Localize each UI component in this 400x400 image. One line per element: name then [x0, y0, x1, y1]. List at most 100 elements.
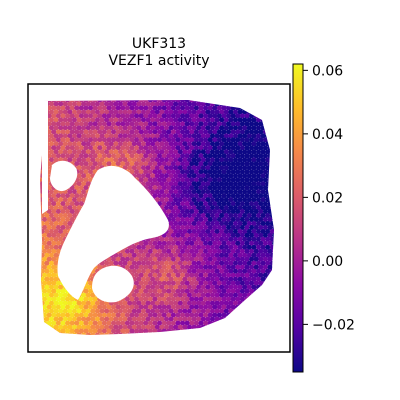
tissue-spot — [69, 145, 75, 151]
tissue-spot — [124, 256, 130, 262]
tissue-spot — [249, 105, 255, 111]
tissue-spot — [221, 185, 227, 191]
tissue-spot — [223, 197, 229, 203]
tissue-spot — [51, 129, 57, 135]
tissue-spot — [173, 276, 179, 282]
tissue-spot — [104, 141, 110, 147]
tissue-spot — [205, 284, 211, 290]
tissue-spot — [150, 276, 156, 282]
tissue-spot — [200, 101, 206, 107]
tissue-spot — [60, 296, 66, 302]
tissue-spot — [175, 296, 181, 302]
tissue-spot — [175, 145, 181, 151]
tissue-spot — [164, 316, 169, 322]
tissue-spot — [83, 121, 89, 127]
tissue-spot — [152, 185, 158, 191]
tissue-spot — [184, 328, 190, 334]
tissue-spot — [272, 193, 274, 199]
tissue-spot — [164, 157, 169, 163]
tissue-spot — [237, 292, 243, 298]
tissue-spot — [244, 193, 250, 199]
tissue-spot — [242, 252, 248, 258]
tissue-spot — [262, 113, 268, 119]
tissue-spot — [196, 268, 202, 274]
tissue-spot — [207, 217, 213, 222]
tissue-spot — [53, 236, 59, 242]
tissue-spot — [69, 100, 75, 103]
tissue-spot — [230, 100, 236, 103]
tissue-spot — [205, 133, 211, 139]
tissue-spot — [196, 324, 202, 330]
tissue-spot — [269, 125, 274, 131]
tissue-spot — [83, 177, 89, 183]
tissue-spot — [221, 201, 227, 207]
tissue-spot — [69, 137, 75, 143]
tissue-spot — [122, 141, 128, 147]
tissue-spot — [143, 105, 149, 111]
tissue-spot — [221, 121, 227, 127]
tissue-spot — [159, 133, 165, 139]
tissue-spot — [226, 280, 232, 286]
tissue-spot — [95, 157, 100, 163]
tissue-spot — [256, 260, 261, 266]
tissue-spot — [221, 328, 227, 334]
tissue-spot — [74, 113, 80, 119]
tissue-spot — [189, 232, 195, 238]
tissue-spot — [74, 304, 80, 310]
tissue-spot — [223, 221, 229, 226]
tissue-spot — [268, 345, 273, 350]
tissue-spot — [150, 181, 156, 187]
tissue-spot — [256, 341, 261, 346]
tissue-spot — [237, 221, 243, 226]
tissue-spot — [203, 288, 209, 294]
tissue-spot — [187, 149, 192, 155]
tissue-spot — [196, 165, 202, 171]
tissue-spot — [237, 229, 243, 234]
tissue-spot — [184, 113, 190, 119]
tissue-spot — [49, 197, 54, 203]
tissue-spot — [212, 217, 218, 222]
tissue-spot — [226, 129, 232, 135]
tissue-spot — [175, 161, 181, 167]
tissue-spot — [216, 264, 222, 270]
tissue-spot — [60, 137, 66, 143]
tissue-spot — [76, 101, 82, 107]
tissue-spot — [226, 177, 232, 183]
tissue-spot — [212, 161, 218, 167]
tissue-spot — [170, 272, 176, 278]
tissue-spot — [81, 308, 87, 314]
tissue-spot — [180, 185, 186, 191]
tissue-spot — [187, 117, 192, 123]
tissue-spot — [269, 229, 274, 234]
tissue-spot — [203, 296, 209, 302]
tissue-spot — [260, 149, 266, 155]
tissue-spot — [260, 268, 266, 274]
tissue-spot — [199, 337, 204, 342]
tissue-spot — [189, 304, 195, 310]
tissue-spot — [245, 345, 250, 350]
tissue-spot — [88, 337, 93, 342]
tissue-spot — [145, 141, 151, 147]
tissue-spot — [138, 129, 144, 135]
tissue-spot — [145, 284, 151, 290]
tissue-spot — [60, 105, 66, 111]
tissue-spot — [85, 173, 91, 179]
tissue-spot — [154, 252, 160, 258]
tissue-spot — [118, 133, 123, 139]
tissue-spot — [136, 173, 142, 179]
tissue-spot — [101, 137, 107, 143]
tissue-spot — [127, 260, 133, 266]
tissue-spot — [170, 129, 176, 135]
tissue-spot — [170, 217, 176, 222]
tissue-spot — [267, 288, 273, 294]
tissue-spot — [262, 185, 268, 191]
tissue-spot — [154, 125, 160, 131]
tissue-spot — [166, 240, 172, 246]
tissue-spot — [237, 268, 243, 274]
tissue-spot — [269, 189, 274, 195]
tissue-spot — [230, 145, 236, 151]
tissue-spot — [219, 229, 225, 234]
tissue-spot — [242, 236, 248, 242]
tissue-spot — [210, 213, 215, 218]
tissue-spot — [235, 201, 241, 207]
